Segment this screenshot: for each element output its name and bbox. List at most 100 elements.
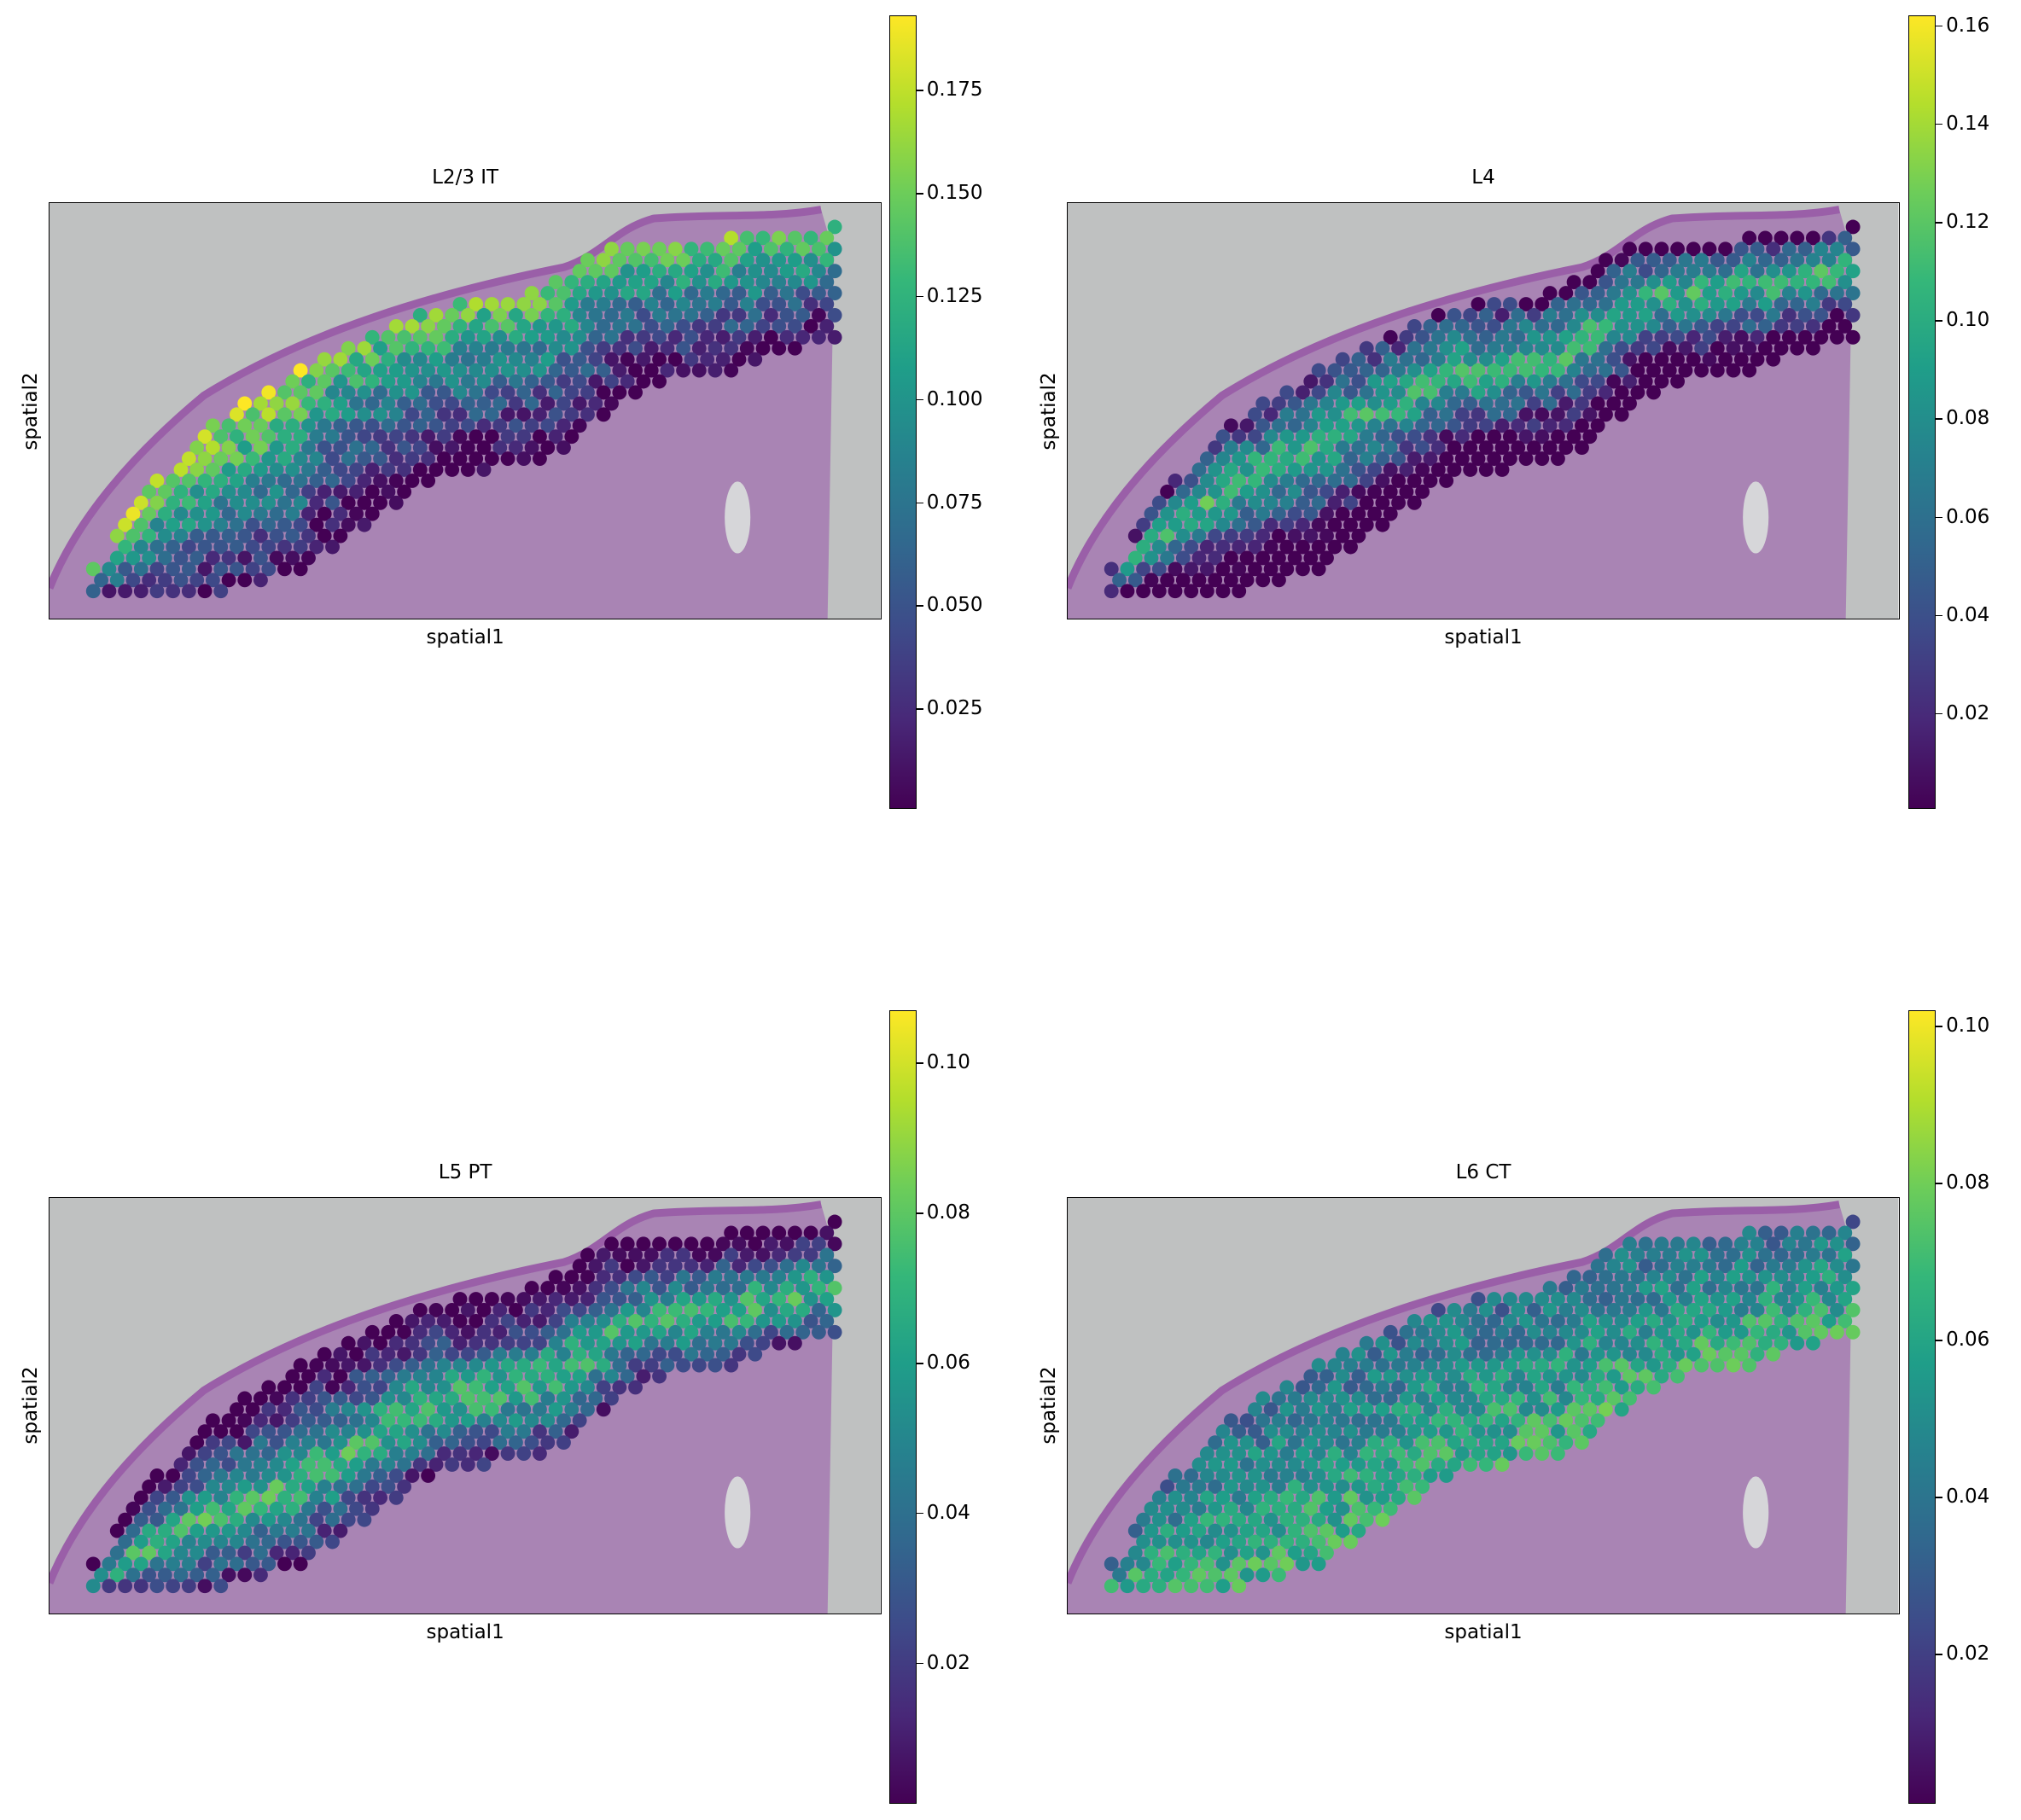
spot — [381, 1457, 396, 1472]
spot — [437, 1424, 452, 1439]
spot — [1773, 1291, 1789, 1306]
spot — [516, 340, 532, 356]
spot — [309, 451, 324, 467]
colorbar — [888, 15, 917, 810]
spot — [533, 1335, 548, 1351]
spot — [1566, 1335, 1581, 1351]
spot — [421, 451, 436, 467]
spot — [788, 1313, 803, 1329]
spot — [1806, 230, 1821, 246]
spot — [125, 1567, 141, 1583]
spot — [1351, 374, 1366, 389]
spot — [1646, 1247, 1662, 1262]
spot — [731, 241, 747, 257]
spot — [1407, 1468, 1422, 1483]
spot — [1790, 1335, 1805, 1351]
spot — [1296, 1380, 1311, 1395]
spot — [764, 286, 779, 301]
spot — [588, 264, 603, 279]
spot — [349, 1391, 364, 1406]
spot — [1215, 1424, 1231, 1439]
spot — [1383, 1501, 1398, 1516]
spot — [253, 462, 269, 477]
spot — [1742, 1335, 1757, 1351]
spot — [788, 1225, 803, 1241]
spot — [1694, 363, 1709, 378]
spot — [597, 319, 611, 334]
spot — [580, 340, 596, 356]
spot — [1797, 308, 1813, 323]
spot — [1566, 1380, 1581, 1395]
spot — [652, 286, 667, 301]
spot — [1399, 329, 1414, 345]
spot — [612, 1269, 627, 1284]
spot — [277, 561, 293, 577]
spot — [1535, 451, 1550, 467]
spot — [564, 1380, 580, 1395]
spot — [277, 407, 293, 422]
spot — [1160, 484, 1175, 499]
spot — [428, 1457, 444, 1472]
x-axis-label: spatial1 — [426, 1620, 504, 1643]
spot — [142, 506, 157, 521]
spot — [588, 1302, 603, 1317]
spot — [1319, 440, 1335, 456]
spot — [1582, 1380, 1598, 1395]
spot — [1272, 440, 1287, 456]
spot — [1575, 1434, 1590, 1450]
spot — [1558, 1346, 1574, 1362]
spot — [102, 561, 117, 577]
spot — [1272, 1479, 1287, 1494]
spot — [1232, 1445, 1247, 1461]
spot — [604, 1236, 620, 1252]
spot — [1710, 1269, 1725, 1284]
spot — [597, 385, 611, 400]
spot — [1296, 1534, 1311, 1550]
spot — [1575, 1369, 1590, 1384]
spot — [1551, 340, 1566, 356]
spot — [221, 506, 236, 521]
spot — [365, 329, 381, 345]
spot-plot — [1064, 1197, 1899, 1614]
spot — [317, 396, 332, 411]
spot — [1128, 1567, 1143, 1583]
spot — [1423, 340, 1438, 356]
spot — [1191, 528, 1207, 544]
spot — [1590, 418, 1605, 433]
spot — [469, 1291, 484, 1306]
spot — [1215, 495, 1231, 510]
spot — [1343, 1445, 1359, 1461]
spot — [588, 286, 603, 301]
spot — [142, 528, 157, 544]
spot — [1726, 275, 1741, 290]
spot — [1439, 1335, 1454, 1351]
spot — [708, 363, 723, 378]
spot — [142, 1501, 157, 1516]
colorbar-tick-label: 0.02 — [1946, 1643, 1990, 1666]
spot — [317, 1346, 332, 1362]
spot — [485, 1335, 500, 1351]
tissue-edge — [46, 1200, 823, 1585]
spot — [1646, 363, 1662, 378]
spot — [1279, 1445, 1295, 1461]
spot — [1639, 374, 1653, 389]
spot — [1160, 550, 1175, 566]
spot — [1224, 462, 1239, 477]
spot — [1215, 1490, 1231, 1505]
spot — [1168, 517, 1183, 532]
spot — [795, 1324, 811, 1340]
spot — [317, 374, 332, 389]
spot — [580, 1313, 596, 1329]
spot — [261, 451, 277, 467]
spot — [428, 1391, 444, 1406]
spot — [1431, 329, 1446, 345]
spot — [1726, 1247, 1741, 1262]
spot — [469, 429, 484, 445]
spot — [1773, 297, 1789, 311]
spot — [612, 363, 627, 378]
spot — [1423, 429, 1438, 445]
spot — [740, 1335, 755, 1351]
spot — [1200, 474, 1215, 488]
spot — [1511, 352, 1526, 367]
spot — [1678, 275, 1693, 290]
